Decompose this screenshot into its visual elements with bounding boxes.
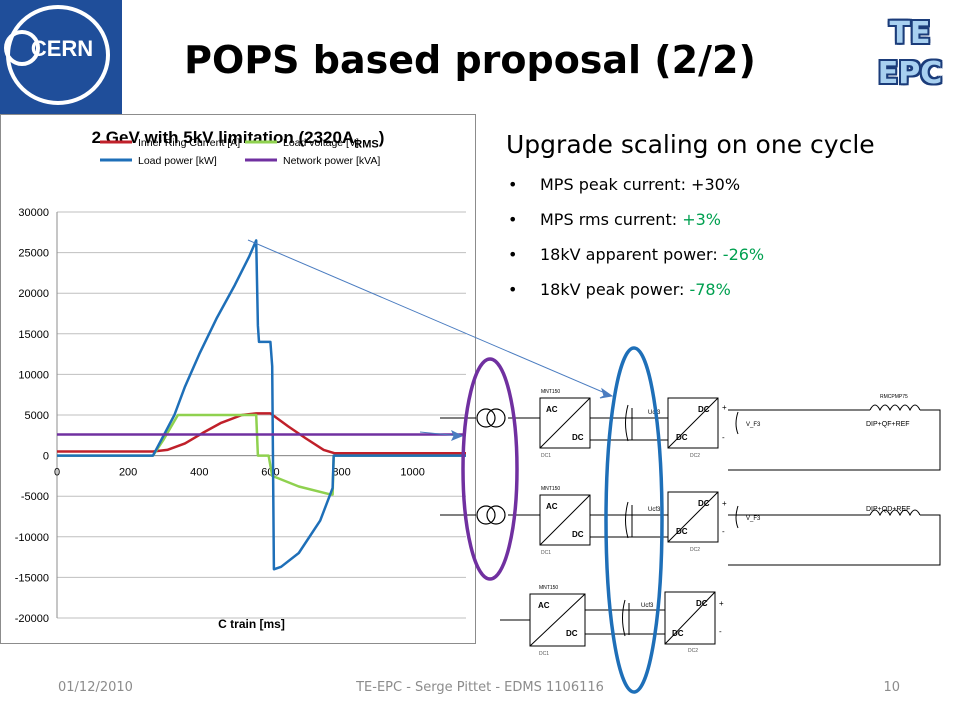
cern-logo-graphic: CERN xyxy=(0,0,122,114)
chart-title-end: ) xyxy=(378,128,385,147)
legend-label: Network power [kVA] xyxy=(283,155,380,167)
upgrade-item-label: MPS rms current: xyxy=(540,210,683,229)
te-epc-logo: TE EPC xyxy=(870,14,950,94)
upgrade-item-label: MPS peak current: xyxy=(540,175,692,194)
dc-label: DC xyxy=(572,530,584,539)
upgrade-item-label: 18kV apparent power: xyxy=(540,245,723,264)
footer-page-number: 10 xyxy=(883,680,900,695)
legend-label: Load power [kW] xyxy=(138,155,217,167)
x-tick-label: 0 xyxy=(54,467,60,479)
transformer-symbols xyxy=(476,408,506,525)
slide-title: POPS based proposal (2/2) xyxy=(184,38,756,82)
upgrade-heading: Upgrade scaling on one cycle xyxy=(506,130,875,159)
x-tick-label: 800 xyxy=(332,467,350,479)
dc-label: DC xyxy=(676,527,688,536)
y-tick-label: 5000 xyxy=(25,410,49,422)
voltage-label: V_F3 xyxy=(746,422,761,428)
y-tick-label: 20000 xyxy=(18,288,49,300)
x-tick-label: 200 xyxy=(119,467,137,479)
upgrade-item-value: -26% xyxy=(722,245,765,264)
cern-logo: CERN xyxy=(0,0,122,114)
upgrade-item-label: 18kV peak power: xyxy=(540,280,690,299)
chart-title-subscript: RMS xyxy=(354,138,379,151)
bullet-dot: • xyxy=(508,175,518,194)
y-tick-label: 15000 xyxy=(18,329,49,341)
dc-label: DC xyxy=(572,433,584,442)
bullet-dot: • xyxy=(508,280,518,299)
minus-label: - xyxy=(719,627,722,636)
capacitor-label: Ucf3 xyxy=(648,507,661,513)
capacitor-label: Ucf3 xyxy=(641,603,654,609)
upgrade-item: • 18kV apparent power: -26% xyxy=(508,245,764,280)
ac-label: AC xyxy=(546,502,558,511)
upgrade-item-value: -78% xyxy=(689,280,731,299)
x-axis-label: C train [ms] xyxy=(218,617,285,631)
y-tick-label: 30000 xyxy=(18,207,49,219)
module-tag: DC2 xyxy=(690,547,700,553)
x-tick-label: 1000 xyxy=(400,467,424,479)
upgrade-item: • MPS peak current: +30% xyxy=(508,175,764,210)
load-wiring xyxy=(440,404,941,621)
inductor-label: RMCPMP75 xyxy=(880,394,908,400)
plus-label: + xyxy=(722,499,727,508)
y-tick-label: 25000 xyxy=(18,248,49,260)
dc-label: DC xyxy=(672,629,684,638)
dc-label: DC xyxy=(698,499,710,508)
block-tag: MNT150 xyxy=(539,585,558,591)
upgrade-item: • 18kV peak power: -78% xyxy=(508,280,764,315)
module-tag: DC1 xyxy=(541,453,551,459)
module-tag: DC2 xyxy=(688,648,698,654)
minus-label: - xyxy=(722,433,725,442)
dc-link-highlight xyxy=(604,346,664,694)
te-epc-logo-line2: EPC xyxy=(877,56,943,91)
upgrade-item-value: +3% xyxy=(682,210,721,229)
y-tick-label: 0 xyxy=(43,451,49,463)
legend-label: Load voltage [V] xyxy=(283,137,359,149)
te-epc-logo-line1: TE xyxy=(889,16,931,51)
chart-title: 2 GeV with 5kV limitation (2320ARMS) xyxy=(0,128,476,150)
dc-label: DC xyxy=(696,599,708,608)
module-tag: DC2 xyxy=(690,453,700,459)
bullet-dot: • xyxy=(508,245,518,264)
plus-label: + xyxy=(719,599,724,608)
capacitor-label: Ucf3 xyxy=(648,410,661,416)
ac-label: AC xyxy=(538,601,550,610)
block-tag: MNT150 xyxy=(541,389,560,395)
module-tag: DC1 xyxy=(541,550,551,556)
y-tick-label: 10000 xyxy=(18,369,49,381)
dc-label: DC xyxy=(566,629,578,638)
minus-label: - xyxy=(722,527,725,536)
bullet-dot: • xyxy=(508,210,518,229)
load-label-top: DIP+QF+REF xyxy=(866,421,910,428)
converter-row-1: MNT150 AC DC DC1 Ucf3 DC DC DC2 + - V_F3… xyxy=(539,389,910,459)
y-tick-label: -5000 xyxy=(21,491,49,503)
footer-center: TE-EPC - Serge Pittet - EDMS 1106116 xyxy=(356,680,604,695)
series-line xyxy=(57,239,466,571)
voltage-label: V_F3 xyxy=(746,516,761,522)
footer-date: 01/12/2010 xyxy=(58,680,133,695)
cern-logo-text: CERN xyxy=(31,36,93,61)
chart-plot: 300002500020000150001000050000-5000-1000… xyxy=(15,137,466,631)
chart-title-main: 2 GeV with 5kV limitation (2320A xyxy=(91,128,355,147)
upgrade-item: • MPS rms current: +3% xyxy=(508,210,764,245)
dc-label: DC xyxy=(676,433,688,442)
upgrade-list: • MPS peak current: +30% • MPS rms current… xyxy=(508,175,764,315)
converter-row-2: MNT150 AC DC DC1 Ucf3 DC DC DC2 + - V_F3… xyxy=(539,486,910,556)
upgrade-item-value: +30% xyxy=(691,175,741,194)
dc-label: DC xyxy=(698,405,710,414)
module-tag: DC1 xyxy=(539,651,549,657)
plus-label: + xyxy=(722,403,727,412)
y-tick-label: -20000 xyxy=(15,613,49,625)
y-tick-label: -10000 xyxy=(15,532,49,544)
ac-label: AC xyxy=(546,405,558,414)
x-tick-label: 400 xyxy=(190,467,208,479)
legend-label: Inner Ring Current [A] xyxy=(138,137,240,149)
converter-row-3: MNT150 AC DC DC1 Ucf3 DC DC DC2 + - xyxy=(529,585,724,657)
load-label-bottom: DIP+QD+REF xyxy=(866,506,910,513)
block-tag: MNT150 xyxy=(541,486,560,492)
y-tick-label: -15000 xyxy=(15,572,49,584)
